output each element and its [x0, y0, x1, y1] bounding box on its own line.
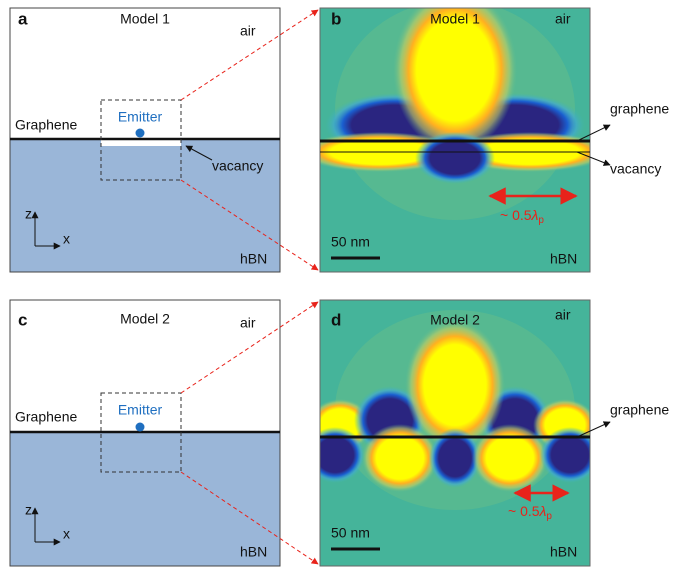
panel-title: Model 2 — [430, 312, 480, 328]
panel-label: b — [331, 9, 341, 28]
medium-label: hBN — [550, 544, 577, 560]
emitter-dot — [136, 423, 145, 432]
medium-label: air — [555, 11, 571, 27]
medium-label: air — [240, 23, 256, 39]
axis-label: z — [25, 502, 32, 518]
vacancy-gap — [101, 140, 181, 146]
interface-label: Graphene — [15, 117, 77, 133]
interface-label: Graphene — [15, 409, 77, 425]
medium-label: hBN — [240, 251, 267, 267]
scale-bar-label: 50 nm — [331, 525, 370, 541]
medium-label: hBN — [550, 251, 577, 267]
axis-label: z — [25, 206, 32, 222]
interface-label: graphene — [610, 402, 669, 418]
label-part: p — [546, 511, 552, 522]
emitter-label: Emitter — [118, 402, 163, 418]
medium-label: air — [240, 315, 256, 331]
panel-a: a Model 1 air Graphene Emitter vacancy z… — [10, 8, 280, 272]
axis-label: x — [63, 526, 70, 542]
panel-label: a — [18, 9, 28, 28]
field-map — [300, 0, 610, 272]
interface-label: graphene — [610, 101, 669, 117]
panel-label: c — [18, 310, 27, 329]
panel-title: Model 1 — [430, 11, 480, 27]
defect-label: vacancy — [610, 161, 661, 177]
scale-bar-label: 50 nm — [331, 234, 370, 250]
label-part: λ — [531, 207, 539, 223]
panel-d: d Model 2 air graphene ~ 0.5λp 50 nm hBN — [305, 300, 669, 566]
panel-title: Model 1 — [120, 11, 170, 27]
medium-label: air — [555, 307, 571, 323]
panel-b: b Model 1 air graphene vacancy ~ 0.5λp 5… — [300, 0, 669, 272]
figure: a Model 1 air Graphene Emitter vacancy z… — [0, 0, 678, 570]
axis-label: x — [63, 231, 70, 247]
defect-label: vacancy — [212, 158, 263, 174]
label-part: ~ 0.5 — [500, 207, 532, 223]
emitter-dot — [136, 129, 145, 138]
panel-label: d — [331, 310, 341, 329]
label-part: p — [538, 215, 544, 226]
emitter-label: Emitter — [118, 109, 163, 125]
medium-label: hBN — [240, 544, 267, 560]
label-part: λ — [539, 503, 547, 519]
label-part: ~ 0.5 — [508, 503, 540, 519]
panel-c: c Model 2 air Graphene Emitter z x hBN — [10, 300, 280, 566]
panel-title: Model 2 — [120, 311, 170, 327]
